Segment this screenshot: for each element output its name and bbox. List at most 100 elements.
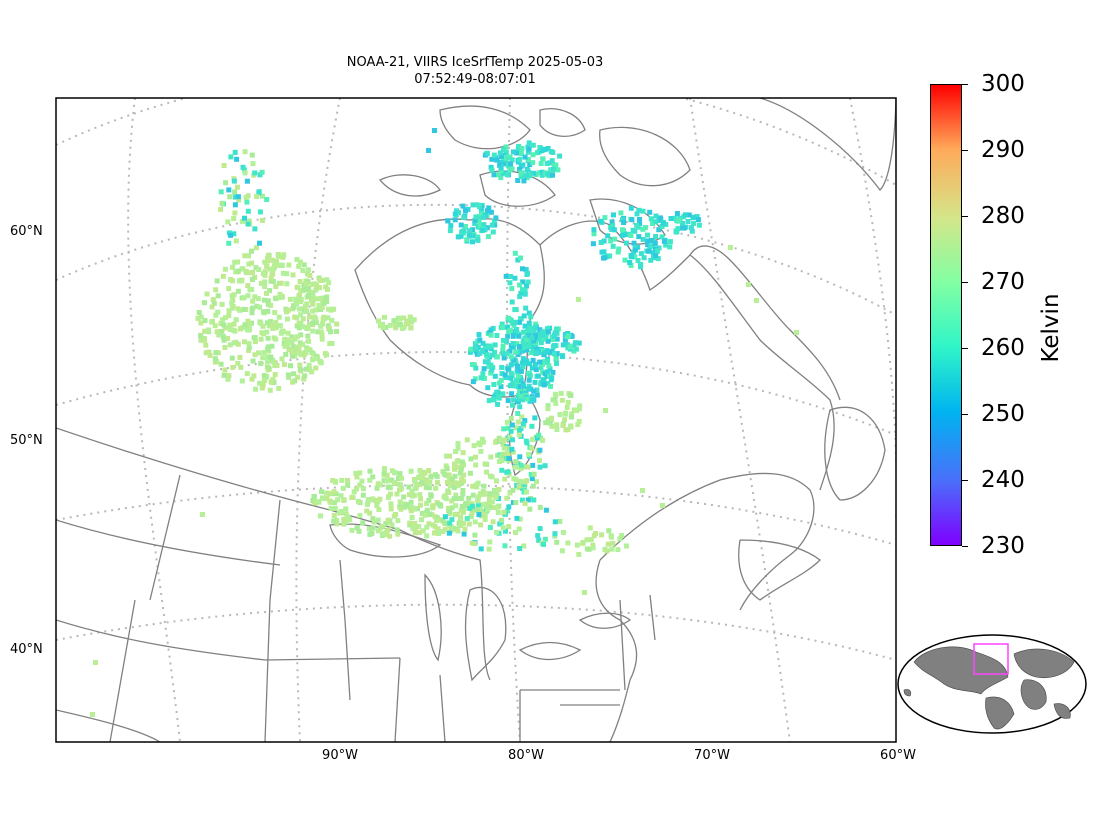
temperature-pixel	[484, 469, 489, 475]
temperature-pixel	[472, 519, 478, 525]
temperature-pixel	[315, 356, 321, 361]
temperature-pixel	[310, 301, 316, 307]
temperature-pixel	[252, 339, 258, 345]
temperature-pixel	[198, 320, 204, 326]
temperature-pixel	[536, 373, 541, 379]
temperature-pixel	[659, 234, 665, 240]
temperature-pixel	[492, 349, 498, 355]
temperature-pixel	[261, 297, 267, 303]
temperature-pixel	[477, 222, 483, 228]
temperature-pixel	[476, 332, 482, 338]
temperature-pixel	[426, 521, 432, 527]
temperature-pixel	[475, 237, 481, 243]
temperature-pixel	[514, 515, 520, 521]
temperature-pixel	[517, 546, 523, 551]
temperature-pixel	[281, 341, 287, 347]
temperature-pixel	[522, 464, 528, 470]
temperature-pixel	[537, 458, 542, 464]
temperature-pixel	[391, 318, 397, 324]
temperature-pixel	[453, 492, 459, 498]
temperature-pixel	[306, 286, 312, 292]
temperature-pixel	[494, 333, 500, 338]
temperature-pixel	[619, 232, 625, 238]
temperature-pixel	[252, 170, 258, 176]
temperature-pixel	[458, 467, 464, 472]
temperature-pixel	[385, 517, 391, 523]
temperature-pixel	[330, 478, 336, 483]
temperature-pixel	[232, 259, 238, 265]
temperature-pixel	[347, 517, 353, 523]
temperature-pixel	[565, 540, 571, 546]
temperature-pixel	[294, 257, 300, 262]
temperature-pixel	[412, 486, 418, 491]
temperature-pixel	[280, 294, 285, 300]
temperature-pixel	[488, 454, 494, 460]
temperature-pixel	[304, 301, 310, 307]
temperature-pixel	[621, 220, 627, 225]
temperature-pixel	[530, 483, 536, 489]
temperature-pixel	[486, 205, 492, 211]
temperature-pixel	[635, 224, 641, 230]
temperature-pixel	[542, 463, 548, 469]
temperature-pixel	[470, 239, 475, 245]
temperature-pixel	[276, 314, 282, 320]
temperature-pixel	[315, 284, 321, 290]
temperature-pixel	[534, 435, 540, 441]
temperature-pixel	[447, 228, 453, 234]
temperature-pixel	[487, 525, 493, 530]
temperature-pixel	[268, 379, 274, 385]
temperature-pixel	[478, 522, 484, 528]
temperature-pixel	[434, 517, 439, 523]
temperature-pixel	[380, 325, 386, 331]
temperature-pixel	[319, 305, 325, 311]
temperature-pixel	[534, 387, 540, 393]
temperature-pixel	[256, 267, 262, 272]
temperature-pixel	[688, 225, 694, 231]
temperature-pixel	[288, 363, 293, 369]
temperature-pixel	[527, 398, 533, 404]
temperature-pixel	[524, 478, 530, 484]
temperature-pixel	[550, 369, 556, 375]
temperature-pixel	[523, 267, 529, 273]
temperature-pixel	[313, 500, 318, 506]
temperature-pixel	[285, 330, 291, 336]
map-frame	[55, 97, 897, 743]
temperature-pixel	[486, 398, 492, 404]
temperature-pixel	[254, 303, 260, 309]
temperature-pixel	[500, 525, 506, 531]
temperature-pixel	[284, 316, 290, 322]
temperature-pixel	[501, 155, 507, 160]
temperature-pixel	[453, 503, 459, 509]
temperature-pixel	[536, 537, 542, 543]
temperature-pixel	[527, 162, 533, 168]
temperature-pixel	[523, 392, 529, 398]
temperature-pixel	[577, 406, 582, 412]
temperature-pixel	[212, 356, 218, 362]
temperature-pixel	[301, 286, 307, 292]
temperature-pixel	[284, 271, 290, 277]
temperature-pixel	[489, 367, 495, 373]
temperature-pixel	[394, 527, 400, 533]
temperature-pixel	[607, 253, 613, 259]
temperature-pixel	[202, 318, 208, 323]
temperature-pixel	[305, 267, 311, 273]
temperature-pixel	[423, 477, 429, 483]
temperature-pixel	[327, 326, 333, 332]
temperature-pixel	[392, 480, 398, 485]
temperature-pixel	[533, 332, 538, 338]
temperature-pixel	[509, 391, 515, 397]
temperature-pixel	[446, 530, 452, 536]
temperature-pixel	[482, 349, 488, 355]
temperature-pixel	[222, 266, 228, 272]
temperature-pixel	[417, 502, 423, 508]
temperature-pixel	[517, 344, 522, 350]
temperature-pixel	[333, 329, 339, 334]
colorbar	[930, 84, 962, 546]
temperature-pixel	[473, 214, 479, 220]
temperature-pixel	[430, 503, 436, 509]
temperature-pixel	[433, 485, 439, 491]
temperature-pixel	[521, 543, 527, 549]
temperature-pixel	[226, 308, 232, 314]
temperature-pixel	[242, 215, 247, 221]
temperature-pixel	[234, 156, 240, 162]
